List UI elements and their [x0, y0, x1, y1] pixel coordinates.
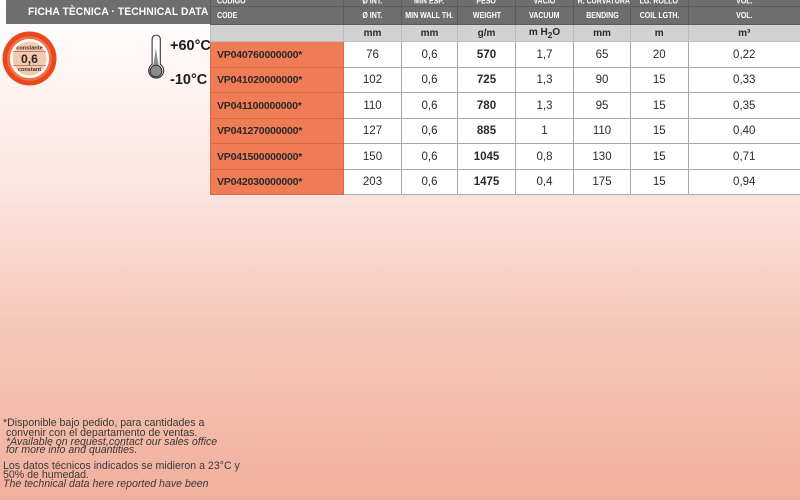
svg-text:constante: constante: [16, 46, 42, 52]
svg-text:0,6: 0,6: [21, 52, 38, 66]
svg-text:constant: constant: [18, 67, 41, 73]
